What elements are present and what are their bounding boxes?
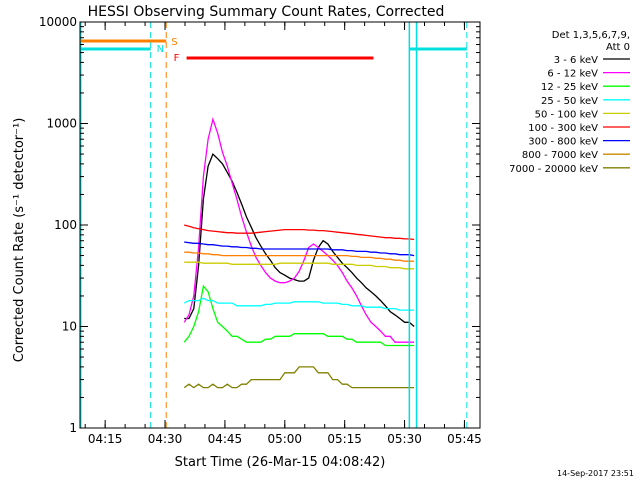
y-tick-label: 10000 <box>39 15 77 29</box>
saa-label: S <box>171 37 177 48</box>
x-axis-label: Start Time (26-Mar-15 04:08:42) <box>175 455 386 470</box>
series-line-2 <box>183 284 415 347</box>
legend-label: 12 - 25 keV <box>541 82 598 93</box>
y-tick-label: 100 <box>54 218 77 232</box>
x-tick-label: 04:30 <box>148 432 183 446</box>
x-tick-label: 05:15 <box>327 432 362 446</box>
legend-label: 50 - 100 keV <box>535 109 599 120</box>
legend-header: Att 0 <box>606 42 630 53</box>
chart-title: HESSI Observing Summary Count Rates, Cor… <box>88 4 445 20</box>
x-tick-label: 05:45 <box>447 432 482 446</box>
legend-label: 6 - 12 keV <box>547 69 598 80</box>
y-tick-label: 1000 <box>46 117 77 131</box>
legend-label: 800 - 7000 keV <box>522 150 598 161</box>
series-line-6 <box>184 241 415 257</box>
night-label: N <box>157 44 164 55</box>
series-line-4 <box>184 261 415 270</box>
y-tick-label: 1 <box>69 421 77 435</box>
series-line-3 <box>183 297 415 311</box>
y-tick-label: 10 <box>62 320 77 334</box>
flare-label: F <box>174 53 180 64</box>
series-line-5 <box>184 251 415 262</box>
series-line-9 <box>184 224 415 241</box>
axes: 04:15 04:30 04:45 05:00 05:15 05:30 05:45 1 10 10… <box>39 15 482 446</box>
series-lines <box>183 116 415 389</box>
legend-label: 3 - 6 keV <box>554 55 598 66</box>
legend-label: 100 - 300 keV <box>528 123 598 134</box>
plot-frame <box>79 21 481 429</box>
legend-label: 7000 - 20000 keV <box>509 164 598 175</box>
legend-header: Det 1,3,5,6,7,9, <box>552 30 630 41</box>
x-tick-label: 04:15 <box>88 432 123 446</box>
series-line-1 <box>183 116 415 343</box>
x-tick-label: 05:00 <box>267 432 302 446</box>
annotations: SNF <box>79 22 468 428</box>
y-axis-label: Corrected Count Rate (s⁻¹ detector⁻¹) <box>12 118 27 363</box>
series-line-0 <box>184 152 415 327</box>
x-tick-label: 05:30 <box>387 432 422 446</box>
legend: Det 1,3,5,6,7,9,Att 0 3 - 6 keV 6 - 12 keV… <box>509 30 630 175</box>
x-tick-label: 04:45 <box>208 432 243 446</box>
legend-label: 300 - 800 keV <box>528 137 598 148</box>
footer-date: 14-Sep-2017 23:51 <box>557 469 634 478</box>
series-line-8 <box>183 366 415 389</box>
legend-label: 25 - 50 keV <box>541 96 598 107</box>
